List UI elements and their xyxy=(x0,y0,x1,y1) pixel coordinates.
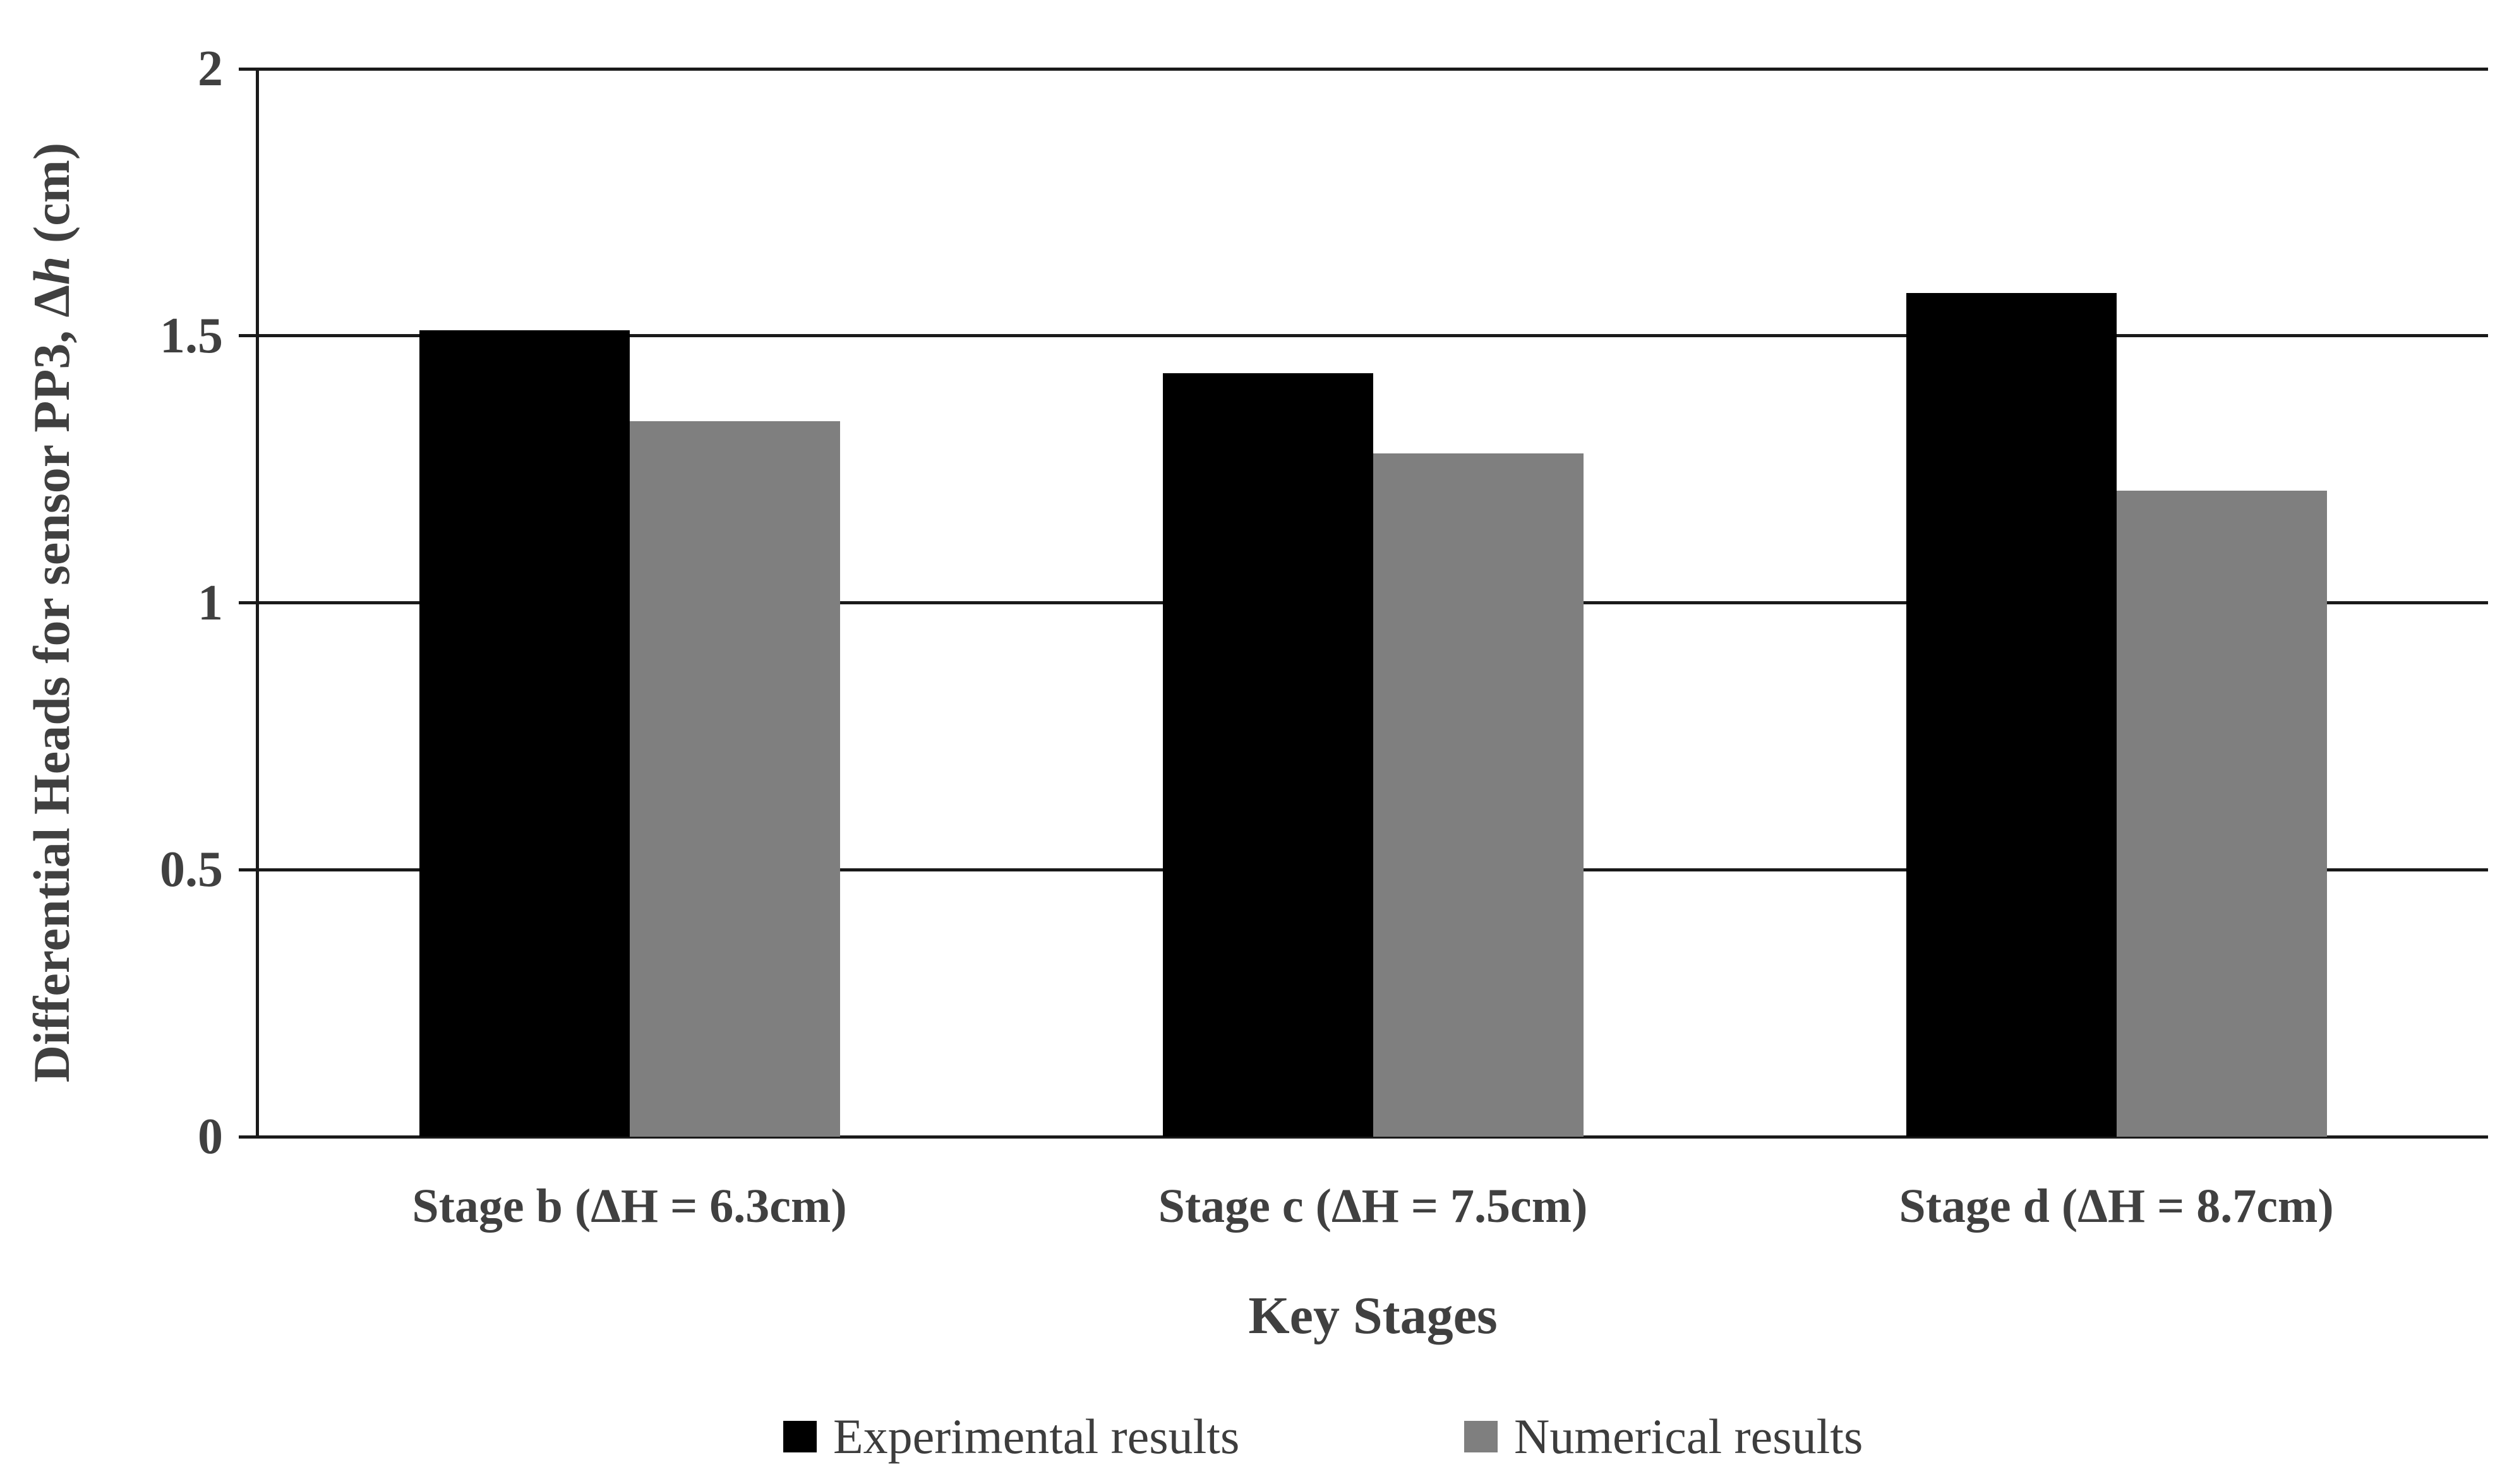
y-axis-title-unit: (cm) xyxy=(23,142,80,256)
legend-item-numerical: Numerical results xyxy=(1464,1405,1863,1468)
bar-numerical-results-stage-d-h-8-7cm xyxy=(2116,490,2327,1137)
gridline-y-1.5 xyxy=(239,334,2488,338)
bar-experimental-results-stage-c-h-7-5cm xyxy=(1162,373,1373,1137)
x-axis-line xyxy=(239,1135,2488,1139)
y-tick-label-1.5: 1.5 xyxy=(160,308,223,364)
y-axis-line xyxy=(256,69,259,1137)
y-axis-title-text: Differential Heads for sensor PP3, Δ xyxy=(23,285,80,1083)
y-tick-label-2: 2 xyxy=(198,41,223,97)
bar-numerical-results-stage-b-h-6-3cm xyxy=(629,421,840,1137)
y-axis-title-italic-h: h xyxy=(23,256,80,285)
x-tick-label-stage-b-h-6-3cm: Stage b (ΔH = 6.3cm) xyxy=(412,1180,847,1233)
legend-item-experimental: Experimental results xyxy=(783,1405,1239,1468)
bar-numerical-results-stage-c-h-7-5cm xyxy=(1373,453,1584,1137)
bar-experimental-results-stage-b-h-6-3cm xyxy=(419,330,630,1137)
legend-label-numerical: Numerical results xyxy=(1514,1409,1863,1464)
y-tick-label-1: 1 xyxy=(198,575,223,631)
legend-label-experimental: Experimental results xyxy=(833,1409,1240,1464)
x-axis-title: Key Stages xyxy=(1248,1286,1498,1345)
x-tick-label-stage-d-h-8-7cm: Stage d (ΔH = 8.7cm) xyxy=(1899,1180,2334,1233)
x-tick-label-stage-c-h-7-5cm: Stage c (ΔH = 7.5cm) xyxy=(1158,1180,1588,1233)
bar-experimental-results-stage-d-h-8-7cm xyxy=(1906,293,2117,1137)
legend: Experimental results Numerical results xyxy=(0,1399,2519,1475)
y-tick-label-0: 0 xyxy=(198,1109,223,1164)
legend-swatch-numerical-icon xyxy=(1464,1421,1498,1452)
legend-swatch-experimental-icon xyxy=(783,1421,817,1452)
y-tick-label-0.5: 0.5 xyxy=(160,842,223,898)
gridline-y-2 xyxy=(239,67,2488,71)
